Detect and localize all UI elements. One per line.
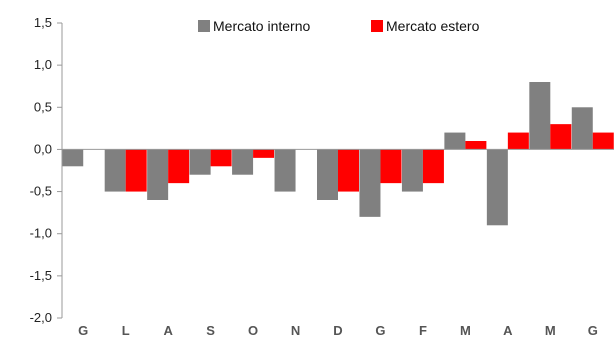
bar-estero-4	[253, 149, 275, 158]
legend-swatch-estero	[371, 20, 383, 32]
x-tick-label: L	[122, 323, 130, 338]
bar-interno-2	[147, 149, 169, 200]
bar-estero-8	[422, 149, 444, 184]
x-tick-label: O	[248, 323, 258, 338]
bar-interno-4	[232, 149, 254, 175]
bar-estero-3	[210, 149, 232, 167]
bar-estero-2	[168, 149, 190, 184]
bars-group	[62, 82, 614, 226]
legend-label-interno: Mercato interno	[213, 18, 310, 34]
legend-label-estero: Mercato estero	[386, 18, 480, 34]
y-tick-label: 1,0	[34, 57, 52, 72]
x-tick-label: D	[333, 323, 342, 338]
bar-interno-9	[444, 132, 466, 150]
y-tick-label: -1,0	[30, 226, 52, 241]
x-tick-label: A	[503, 323, 513, 338]
bar-estero-7	[380, 149, 402, 184]
ticks-group: 1,5 1,0 0,5 0,0 -0,5 -1,0 -1,5 -2,0 G L A S O N D G F M A M…	[30, 15, 598, 338]
y-tick-label: -0,5	[30, 184, 52, 199]
x-tick-label: M	[545, 323, 556, 338]
bar-estero-10	[507, 132, 529, 150]
x-tick-label: G	[375, 323, 385, 338]
bar-interno-0	[62, 149, 84, 167]
bar-interno-12	[571, 107, 593, 150]
x-tick-label: G	[588, 323, 598, 338]
x-tick-label: S	[206, 323, 215, 338]
x-tick-label: M	[460, 323, 471, 338]
bar-interno-7	[359, 149, 381, 217]
y-tick-label: 0,5	[34, 99, 52, 114]
bar-interno-10	[486, 149, 508, 226]
bar-estero-6	[338, 149, 359, 192]
axes-group	[61, 23, 614, 318]
legend-swatch-interno	[198, 20, 210, 32]
bar-interno-5	[274, 149, 296, 192]
y-tick-label: 1,5	[34, 15, 52, 30]
bar-estero-11	[550, 124, 572, 150]
bar-estero-12	[592, 132, 614, 150]
bar-interno-6	[317, 149, 338, 200]
bar-interno-3	[189, 149, 211, 175]
bar-interno-11	[529, 82, 551, 150]
y-tick-label: -2,0	[30, 310, 52, 325]
bar-interno-1	[104, 149, 126, 192]
x-tick-label: F	[419, 323, 427, 338]
bar-estero-9	[465, 141, 487, 150]
x-tick-label: A	[163, 323, 173, 338]
x-tick-label: G	[78, 323, 88, 338]
y-tick-label: -1,5	[30, 268, 52, 283]
bar-interno-8	[401, 149, 423, 192]
y-tick-label: 0,0	[34, 141, 52, 156]
bar-estero-1	[125, 149, 147, 192]
x-tick-label: N	[291, 323, 300, 338]
legend: Mercato interno Mercato estero	[198, 18, 480, 34]
